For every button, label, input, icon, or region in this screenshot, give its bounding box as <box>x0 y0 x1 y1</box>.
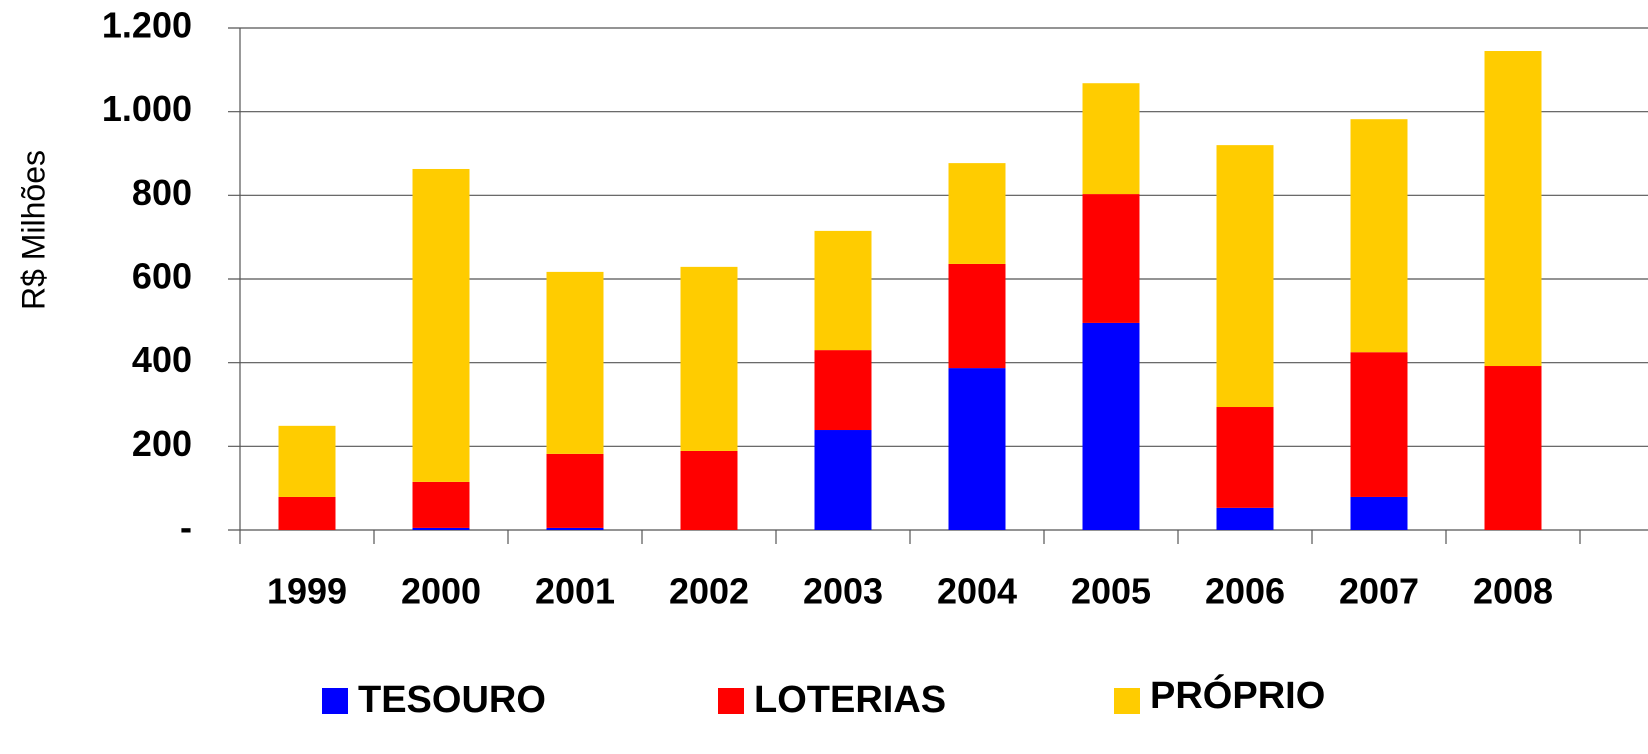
bar-segment <box>948 368 1006 530</box>
bar-segment <box>546 271 604 454</box>
bar-segment <box>1082 194 1140 323</box>
legend-swatch <box>1114 688 1140 714</box>
bar-segment <box>412 481 470 528</box>
bar-segment <box>948 163 1006 264</box>
legend-swatch <box>718 688 744 714</box>
bar-segment <box>814 230 872 351</box>
bar-segment <box>546 453 604 528</box>
y-tick-label: 1.000 <box>102 88 192 129</box>
bar-segment <box>680 266 738 451</box>
bar-segment <box>546 527 604 530</box>
x-tick-label: 2003 <box>803 571 883 612</box>
bar-segment <box>814 350 872 431</box>
bar-segment <box>948 263 1006 369</box>
y-tick-label: 400 <box>132 339 192 380</box>
bar-segment <box>814 430 872 530</box>
x-tick-label: 1999 <box>267 571 347 612</box>
x-tick-label: 2000 <box>401 571 481 612</box>
bar-segment <box>278 496 336 530</box>
x-tick-label: 2005 <box>1071 571 1151 612</box>
legend-label: PRÓPRIO <box>1150 673 1325 717</box>
y-tick-label: - <box>180 507 192 548</box>
bar-segment <box>412 168 470 482</box>
legend-label: LOTERIAS <box>754 679 946 721</box>
bar-segment <box>1350 496 1408 530</box>
bar-segment <box>1484 51 1542 367</box>
bar-segment <box>680 450 738 530</box>
bar-segment <box>278 425 336 497</box>
x-tick-label: 2008 <box>1473 571 1553 612</box>
x-tick-label: 2002 <box>669 571 749 612</box>
y-tick-label: 1.200 <box>102 5 192 46</box>
x-tick-label: 2001 <box>535 571 615 612</box>
bar-segment <box>1350 119 1408 353</box>
bar-segment <box>1484 366 1542 530</box>
bar-segment <box>1350 352 1408 497</box>
bar-segment <box>1082 83 1140 195</box>
bar-segment <box>1216 407 1274 508</box>
legend-swatch <box>322 688 348 714</box>
x-tick-label: 2007 <box>1339 571 1419 612</box>
bar-segment <box>1216 507 1274 530</box>
bar-segment <box>412 527 470 530</box>
bar-segment <box>1216 145 1274 408</box>
y-tick-label: 800 <box>132 172 192 213</box>
bar-segment <box>1082 322 1140 530</box>
y-tick-label: 200 <box>132 423 192 464</box>
x-tick-label: 2006 <box>1205 571 1285 612</box>
legend-label: TESOURO <box>358 679 546 721</box>
y-axis-label: R$ Milhões <box>15 150 51 310</box>
y-tick-label: 600 <box>132 256 192 297</box>
x-tick-label: 2004 <box>937 571 1017 612</box>
